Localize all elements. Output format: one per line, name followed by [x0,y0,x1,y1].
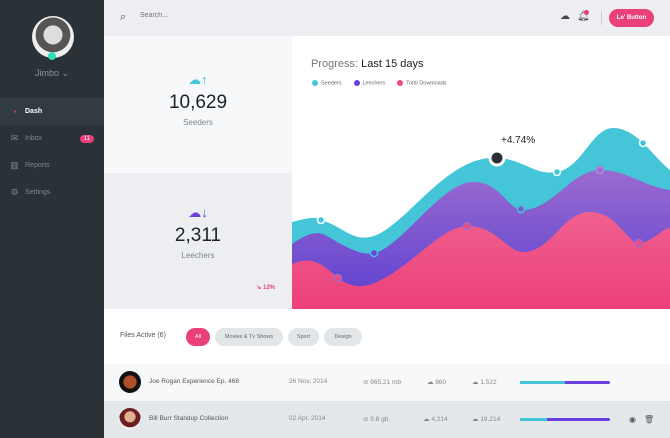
sidebar-item-label: Dash [25,108,43,115]
leechers-change: ↘ 12% [256,285,275,291]
progress-chart: Progress: Last 15 days Seeders Leechers … [292,36,670,309]
data-point [634,238,644,248]
file-name: Bill Burr Standup Collection [149,415,229,422]
seeders-card: ☁↑ 10,629 Seeders [104,36,292,173]
sidebar-item-reports[interactable]: ▥ Reports [0,152,104,179]
seeders-value: 10,629 [168,92,228,113]
notification-dot [584,10,589,15]
sidebar-item-settings[interactable]: ⚙ Settings [0,179,104,206]
download-count: ☁ 19,214 [472,416,501,423]
cloud-upload-icon: ☁ [423,416,430,423]
sidebar-item-label: Settings [25,189,51,196]
dashboard-icon: ◔ [11,106,18,117]
bell-icon[interactable]: 🔔︎ [577,11,590,22]
eye-icon[interactable]: ◉ [629,415,636,424]
progress-bar [520,381,610,384]
filter-movies-tv[interactable]: Movies & Tv Shows [215,328,283,346]
file-name: Joe Rogan Experience Ep. 468 [149,378,239,385]
paperclip-icon: ⊘ [363,416,369,423]
chart-annotation: +4.74% [501,135,536,146]
file-avatar [119,371,141,393]
divider [601,11,602,25]
seeders-label: Seeders [183,118,213,127]
download-count: ☁ 1,522 [472,379,497,386]
user-name: Jimbo [34,68,59,78]
leechers-value: 2,311 [174,225,222,246]
file-date: 26 Nov, 2014 [289,378,328,385]
online-indicator [48,52,56,60]
sidebar: Jimbo ⌄ ◔ Dash ✉ Inbox 11 ▥ Reports ⚙ Setting… [0,0,104,438]
user-menu[interactable]: Jimbo ⌄ [0,68,104,79]
search-input[interactable] [140,12,340,19]
search-icon: ⌕ [120,11,127,23]
chart-title-prefix: Progress: [311,58,359,70]
data-point [638,138,648,148]
inbox-icon: ✉ [10,133,19,143]
data-point [316,215,326,225]
legend-leechers: Leechers [353,80,385,86]
le-button[interactable]: Le' Button [609,9,654,27]
highlight-point [488,149,506,167]
sidebar-item-label: Reports [25,162,50,169]
chevron-down-icon: ⌄ [61,68,70,78]
inbox-badge: 11 [79,134,94,143]
data-point [333,273,343,283]
file-avatar [119,408,141,430]
upload-count: ☁ 4,214 [423,416,448,423]
legend-total-downloads: Total Downloads [397,80,447,86]
legend-seeders: Seeders [312,80,342,86]
data-point [516,204,526,214]
area-chart [292,128,670,309]
filter-design[interactable]: Design [324,328,362,346]
file-date: 02 Apr, 2014 [289,415,326,422]
paperclip-icon: ⊘ [363,379,369,386]
filter-sport[interactable]: Sport [288,328,319,346]
series-total-downloads-area [292,212,670,309]
cloud-download-icon: ☁↓ [188,205,208,220]
sidebar-item-dash[interactable]: ◔ Dash [0,98,104,125]
data-point [369,248,379,258]
chart-icon: ▥ [10,160,19,170]
change-value: 12% [262,285,275,291]
cloud-upload-icon: ☁ [427,379,434,386]
chart-title: Progress: Last 15 days [311,58,424,70]
sidebar-item-label: Inbox [25,135,43,142]
leechers-label: Leechers [181,251,215,260]
gear-icon: ⚙ [10,187,19,197]
trash-icon[interactable]: 🗑︎ [644,415,655,424]
avatar[interactable] [32,16,74,58]
cloud-download-icon: ☁ [472,416,479,423]
upload-count: ☁ 860 [427,379,447,386]
files-active-title: Files Active (6) [120,332,166,339]
table-row[interactable]: Bill Burr Standup Collection 02 Apr, 201… [104,401,670,438]
progress-bar [520,418,610,421]
file-size: ⊘ 9.8 gb [363,416,389,423]
data-point [595,165,605,175]
sidebar-item-inbox[interactable]: ✉ Inbox 11 [0,125,104,152]
data-point [552,167,562,177]
table-row[interactable]: Joe Rogan Experience Ep. 468 26 Nov, 201… [104,364,670,401]
filter-all[interactable]: All [186,328,210,346]
chart-title-range: Last 15 days [361,58,424,70]
data-point [462,221,472,231]
chart-legend: Seeders Leechers Total Downloads [312,80,447,86]
file-size: ⊘ 965.21 mb [363,379,401,386]
leechers-card: ☁↓ 2,311 Leechers ↘ 12% [104,173,292,309]
cloud-download-icon: ☁ [472,379,479,386]
upload-cloud-icon[interactable]: ☁ [560,11,570,22]
cloud-upload-icon: ☁↑ [188,72,208,87]
header: ⌕ ☁ 🔔︎ Le' Button [104,0,670,36]
